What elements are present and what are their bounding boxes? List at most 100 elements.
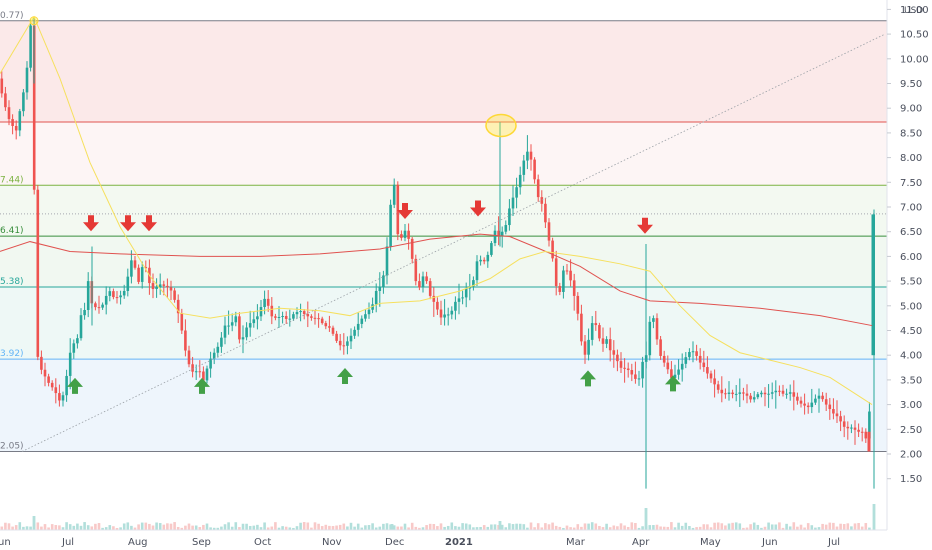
- candle-body: [277, 316, 281, 318]
- volume-bar: [677, 522, 680, 530]
- candle-body: [205, 368, 209, 381]
- volume-bar: [274, 522, 277, 530]
- candle-body: [112, 291, 115, 298]
- volume-bar: [299, 522, 302, 530]
- volume-bar: [688, 526, 691, 530]
- candle-body: [587, 339, 590, 355]
- volume-bar: [390, 524, 394, 530]
- volume-bar: [745, 527, 749, 530]
- volume-bar: [587, 523, 590, 530]
- buy-arrow-icon: [665, 375, 681, 392]
- candle-body: [342, 345, 346, 347]
- volume-bar: [259, 527, 263, 530]
- volume-bar: [468, 524, 472, 530]
- fib-label: 6.41): [0, 226, 24, 236]
- candle-body: [457, 298, 461, 302]
- candle-body: [353, 329, 356, 336]
- candle-body: [576, 295, 580, 314]
- candle-body: [403, 230, 407, 238]
- fib-zone: [0, 122, 887, 186]
- volume-bar: [439, 523, 443, 530]
- time-tick-label: Dec: [385, 537, 404, 548]
- volume-bar: [140, 522, 144, 530]
- volume-bar: [544, 523, 547, 530]
- candle-body: [220, 337, 223, 347]
- volume-bar: [680, 525, 684, 530]
- volume-bar: [511, 524, 515, 530]
- volume-bar: [324, 524, 328, 530]
- candle-body: [446, 314, 450, 316]
- volume-bar: [806, 523, 810, 530]
- sell-arrow-icon: [637, 217, 653, 234]
- candle-body: [432, 295, 436, 302]
- candle-body: [461, 297, 464, 299]
- volume-bar: [108, 525, 112, 530]
- price-tick-label: 10.00: [900, 54, 929, 65]
- trade-markers: [29, 16, 681, 394]
- volume-bar: [698, 526, 702, 530]
- volume-bar: [43, 524, 47, 530]
- candle-body: [400, 234, 403, 238]
- candle-body: [281, 316, 284, 318]
- candle-body: [310, 316, 313, 318]
- candle-body: [421, 276, 425, 288]
- volume-bar: [536, 523, 540, 530]
- candle-body: [734, 393, 738, 395]
- volume-bar: [126, 522, 130, 530]
- candle-body: [464, 288, 468, 298]
- volume-bar: [22, 526, 25, 530]
- volume-bar: [461, 523, 464, 530]
- volume-bar: [284, 526, 288, 530]
- candle-body: [173, 290, 176, 300]
- candle-body: [76, 338, 79, 344]
- volume-bar: [673, 527, 677, 530]
- candle-body: [796, 396, 799, 401]
- volume-bar: [785, 523, 788, 530]
- sell-arrow-icon: [120, 215, 136, 232]
- fib-level-labels: 0.77) 7.44) 6.41) 5.38) 3.92) 2.05): [0, 11, 24, 452]
- candle-body: [238, 316, 241, 340]
- candle-body: [25, 67, 29, 93]
- price-tick-label: 1.50: [900, 474, 922, 485]
- currency-label: USD: [904, 6, 923, 16]
- candle-body: [522, 160, 526, 175]
- candle-body: [94, 303, 97, 308]
- candle-body: [493, 230, 497, 244]
- volume-bar: [644, 508, 648, 530]
- volume-bar: [176, 526, 180, 530]
- volume-bar: [709, 527, 713, 530]
- candle-body: [536, 179, 540, 198]
- volume-bar: [547, 524, 551, 530]
- candle-body: [209, 358, 212, 369]
- candle-body: [295, 312, 299, 315]
- candle-body: [4, 93, 7, 108]
- volume-bar: [396, 526, 400, 530]
- time-tick-label: 2021: [445, 537, 473, 548]
- volume-bar: [400, 526, 403, 530]
- candle-body: [11, 119, 14, 126]
- volume-bar: [796, 526, 799, 530]
- volume-bar: [695, 527, 698, 530]
- candle-body: [544, 203, 547, 223]
- candle-body: [194, 371, 198, 373]
- volume-bar: [115, 527, 119, 530]
- volume-bar: [839, 523, 842, 530]
- candle-body: [133, 260, 137, 268]
- time-tick-label: Aug: [128, 537, 148, 548]
- candle-body: [817, 395, 821, 399]
- candle-body: [371, 304, 374, 310]
- candle-body: [227, 325, 230, 327]
- candle-body: [29, 25, 32, 68]
- candle-body: [50, 382, 54, 388]
- candle-body: [162, 284, 166, 286]
- volume-bar: [454, 526, 457, 530]
- volume-bar: [241, 523, 245, 530]
- candle-body: [666, 362, 670, 370]
- volume-bar: [817, 527, 821, 530]
- candle-body: [97, 307, 101, 309]
- candle-body: [738, 392, 742, 394]
- volume-bar: [770, 524, 774, 530]
- candle-body: [68, 352, 72, 376]
- highlight-circle: [485, 113, 517, 138]
- volume-bar: [580, 526, 583, 530]
